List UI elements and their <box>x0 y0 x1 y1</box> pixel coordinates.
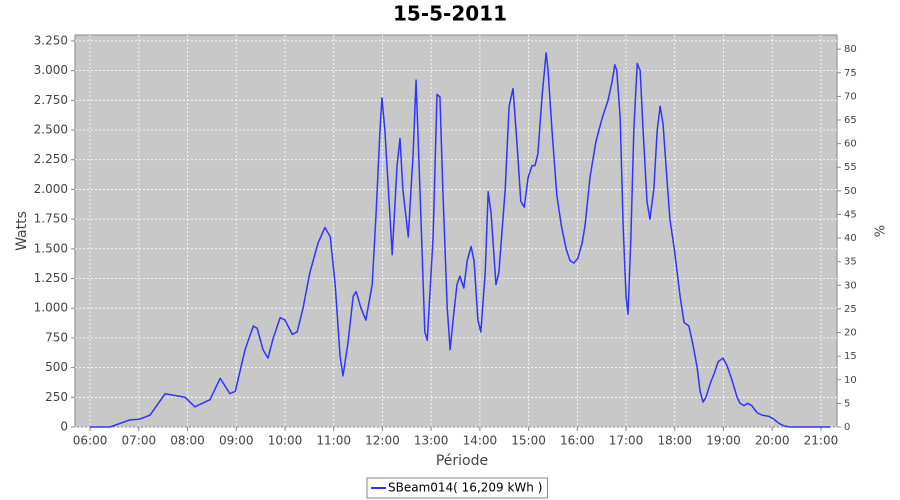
y2-tick-label: 60 <box>844 139 857 150</box>
legend-box <box>366 477 548 499</box>
x-tick-label: 11:00 <box>316 434 351 448</box>
x-tick-label: 17:00 <box>609 434 644 448</box>
y-tick-label: 2.750 <box>34 93 68 107</box>
y2-tick-label: 45 <box>844 209 857 220</box>
y2-tick-label: 30 <box>844 280 857 291</box>
x-tick-label: 16:00 <box>560 434 595 448</box>
y2-tick-label: 75 <box>844 68 857 79</box>
x-tick-label: 06:00 <box>73 434 108 448</box>
series-line <box>90 52 831 428</box>
x-tick-label: 08:00 <box>170 434 205 448</box>
y-tick-label: 1.000 <box>34 301 68 315</box>
y-tick-label: 3.250 <box>34 33 68 47</box>
x-tick-label: 07:00 <box>122 434 157 448</box>
y-tick-label: 2.500 <box>34 123 68 137</box>
y2-axis-label: % <box>874 225 889 237</box>
y2-tick-label: 55 <box>844 162 857 173</box>
y2-tick-label: 50 <box>844 186 857 197</box>
chart-title: 15-5-2011 <box>393 2 507 26</box>
x-tick-label: 15:00 <box>511 434 546 448</box>
plot-area <box>74 34 838 428</box>
x-tick-label: 10:00 <box>268 434 303 448</box>
x-axis-label: Période <box>436 453 488 469</box>
x-tick-label: 18:00 <box>657 434 692 448</box>
x-tick-label: 09:00 <box>219 434 254 448</box>
y-tick-label: 250 <box>45 390 68 404</box>
y2-tick-label: 5 <box>844 398 850 409</box>
y-tick-label: 3.000 <box>34 63 68 77</box>
y2-tick-label: 80 <box>844 44 857 55</box>
y2-tick-label: 0 <box>844 422 850 433</box>
y2-tick-label: 15 <box>844 351 857 362</box>
y2-tick-label: 10 <box>844 375 857 386</box>
x-tick-label: 13:00 <box>414 434 449 448</box>
legend-label: SBeam014( 16,209 kWh ) <box>388 481 542 495</box>
y2-tick-label: 70 <box>844 91 857 102</box>
y-tick-label: 750 <box>45 330 68 344</box>
y-tick-label: 1.500 <box>34 241 68 255</box>
y2-tick-label: 35 <box>844 257 857 268</box>
x-tick-label: 12:00 <box>365 434 400 448</box>
y2-tick-label: 40 <box>844 233 857 244</box>
x-tick-label: 14:00 <box>463 434 498 448</box>
y-tick-label: 1.750 <box>34 212 68 226</box>
y-tick-label: 500 <box>45 360 68 374</box>
y2-tick-label: 65 <box>844 115 857 126</box>
y-tick-label: 1.250 <box>34 271 68 285</box>
x-tick-label: 20:00 <box>755 434 790 448</box>
y-axis-label: Watts <box>14 211 30 251</box>
y-tick-label: 2.250 <box>34 152 68 166</box>
x-tick-label: 21:00 <box>804 434 839 448</box>
y2-tick-label: 20 <box>844 328 857 339</box>
y-tick-label: 0 <box>60 420 68 434</box>
x-tick-label: 19:00 <box>706 434 741 448</box>
y-tick-label: 2.000 <box>34 182 68 196</box>
y2-tick-label: 25 <box>844 304 857 315</box>
